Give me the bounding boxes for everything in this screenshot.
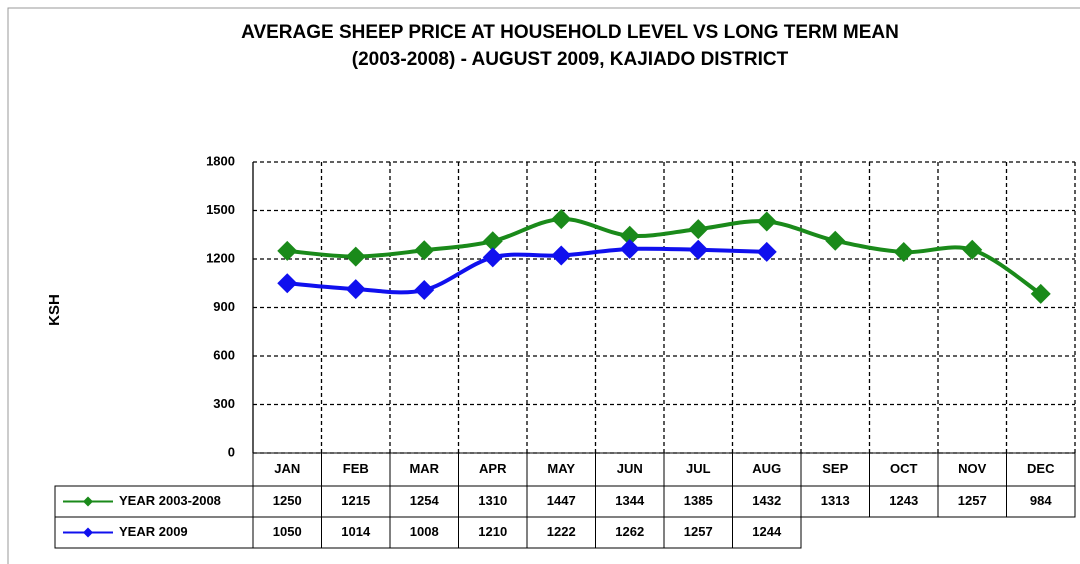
table-value: 1008: [410, 524, 439, 539]
data-point: [619, 225, 640, 246]
data-point: [825, 230, 846, 251]
table-value: 1447: [547, 493, 576, 508]
data-point: [277, 240, 298, 261]
data-point: [414, 280, 435, 301]
x-tick-label: AUG: [752, 461, 781, 476]
chart-frame: [7, 7, 1080, 564]
table-cell: [732, 516, 802, 549]
x-tick-label: JUN: [617, 461, 643, 476]
x-tick-label: SEP: [822, 461, 848, 476]
table-value: 1254: [410, 493, 440, 508]
table-cell: [1006, 485, 1076, 518]
table-value: 1262: [615, 524, 644, 539]
x-tick-label: FEB: [343, 461, 369, 476]
y-tick-label: 0: [228, 444, 235, 459]
y-axis-label: KSH: [46, 294, 63, 326]
table-value: 1014: [341, 524, 371, 539]
table-value: 1222: [547, 524, 576, 539]
y-tick-label: 600: [213, 347, 235, 362]
x-tick-label: APR: [479, 461, 507, 476]
table-value: 1215: [341, 493, 370, 508]
table-value: 984: [1030, 493, 1052, 508]
y-tick-label: 1500: [206, 202, 235, 217]
data-point: [277, 273, 298, 294]
table-value: 1050: [273, 524, 302, 539]
table-value: 1244: [752, 524, 782, 539]
data-point: [962, 239, 983, 260]
x-tick-label: JUL: [686, 461, 711, 476]
table-value: 1250: [273, 493, 302, 508]
table-value: 1243: [889, 493, 918, 508]
x-tick-label: NOV: [958, 461, 987, 476]
data-point: [482, 247, 503, 268]
x-tick-label: MAR: [409, 461, 439, 476]
table-value: 1310: [478, 493, 507, 508]
x-tick-label: MAY: [547, 461, 575, 476]
table-value: 1257: [958, 493, 987, 508]
table-value: 1257: [684, 524, 713, 539]
legend-marker: [83, 527, 93, 538]
legend-marker: [83, 496, 93, 507]
data-point: [1030, 283, 1051, 304]
table-value: 1432: [752, 493, 781, 508]
table-value: 1385: [684, 493, 713, 508]
legend-label: YEAR 2003-2008: [119, 493, 221, 508]
data-point: [414, 240, 435, 261]
table-value: 1344: [615, 493, 645, 508]
data-point: [619, 238, 640, 259]
x-tick-label: JAN: [274, 461, 300, 476]
y-tick-label: 300: [213, 396, 235, 411]
chart-title: AVERAGE SHEEP PRICE AT HOUSEHOLD LEVEL V…: [241, 22, 899, 43]
data-point: [345, 246, 366, 267]
data-point: [482, 231, 503, 252]
data-point: [756, 241, 777, 262]
data-point: [688, 219, 709, 240]
data-point: [345, 279, 366, 300]
y-tick-label: 1800: [206, 153, 235, 168]
table-value: 1313: [821, 493, 850, 508]
y-tick-label: 900: [213, 299, 235, 314]
x-tick-label: DEC: [1027, 461, 1055, 476]
chart-title: (2003-2008) - AUGUST 2009, KAJIADO DISTR…: [352, 49, 789, 70]
data-point: [893, 242, 914, 263]
y-tick-label: 1200: [206, 250, 235, 265]
data-point: [551, 209, 572, 230]
data-point: [756, 211, 777, 232]
x-tick-label: OCT: [890, 461, 918, 476]
legend-label: YEAR 2009: [119, 524, 188, 539]
data-point: [551, 245, 572, 266]
table-value: 1210: [478, 524, 507, 539]
data-point: [688, 239, 709, 260]
